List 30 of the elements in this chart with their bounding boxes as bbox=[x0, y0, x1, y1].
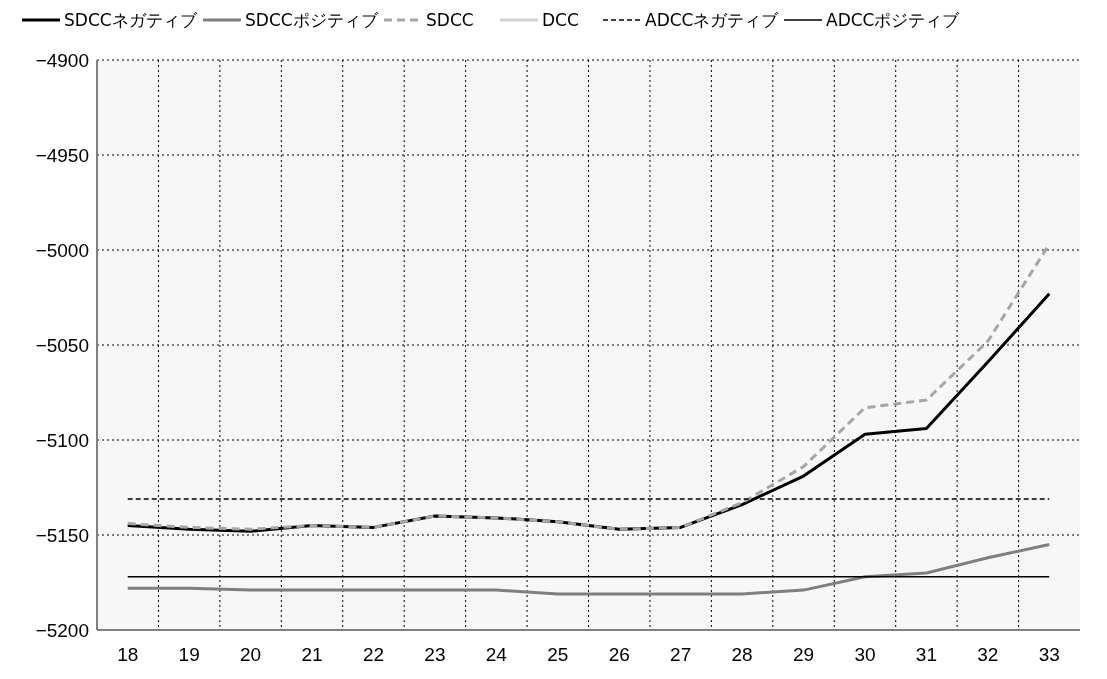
y-tick-label: −5150 bbox=[35, 524, 89, 546]
x-tick-label: 25 bbox=[547, 644, 569, 665]
x-tick-label: 32 bbox=[977, 644, 999, 665]
legend-label: DCC bbox=[542, 10, 579, 30]
y-tick-label: −5050 bbox=[35, 334, 89, 356]
y-tick-label: −5100 bbox=[35, 429, 89, 451]
x-tick-label: 28 bbox=[731, 644, 753, 665]
legend-label: ADCCネガティブ bbox=[645, 10, 780, 30]
x-tick-label: 20 bbox=[240, 644, 262, 665]
x-tick-label: 24 bbox=[485, 644, 508, 665]
x-tick-label: 23 bbox=[424, 644, 446, 665]
x-tick-label: 21 bbox=[301, 644, 323, 665]
legend-label: SDCCポジティブ bbox=[245, 10, 379, 30]
y-tick-label: −5200 bbox=[35, 619, 89, 641]
legend-label: SDCC bbox=[426, 10, 474, 30]
x-tick-label: 30 bbox=[854, 644, 876, 665]
x-tick-label: 26 bbox=[608, 644, 630, 665]
line-series bbox=[126, 543, 1051, 596]
y-tick-label: −4950 bbox=[35, 144, 89, 166]
x-tick-label: 29 bbox=[792, 644, 815, 665]
x-tick-label: 31 bbox=[915, 644, 937, 665]
x-tick-label: 27 bbox=[670, 644, 692, 665]
x-tick-label: 19 bbox=[178, 644, 200, 665]
x-tick-label: 18 bbox=[117, 644, 139, 665]
y-tick-label: −5000 bbox=[35, 239, 89, 261]
x-tick-label: 22 bbox=[362, 644, 385, 665]
x-tick-label: 33 bbox=[1038, 644, 1060, 665]
legend-label: SDCCネガティブ bbox=[64, 10, 198, 30]
y-tick-label: −4900 bbox=[35, 49, 89, 71]
legend-label: ADCCポジティブ bbox=[826, 10, 961, 30]
